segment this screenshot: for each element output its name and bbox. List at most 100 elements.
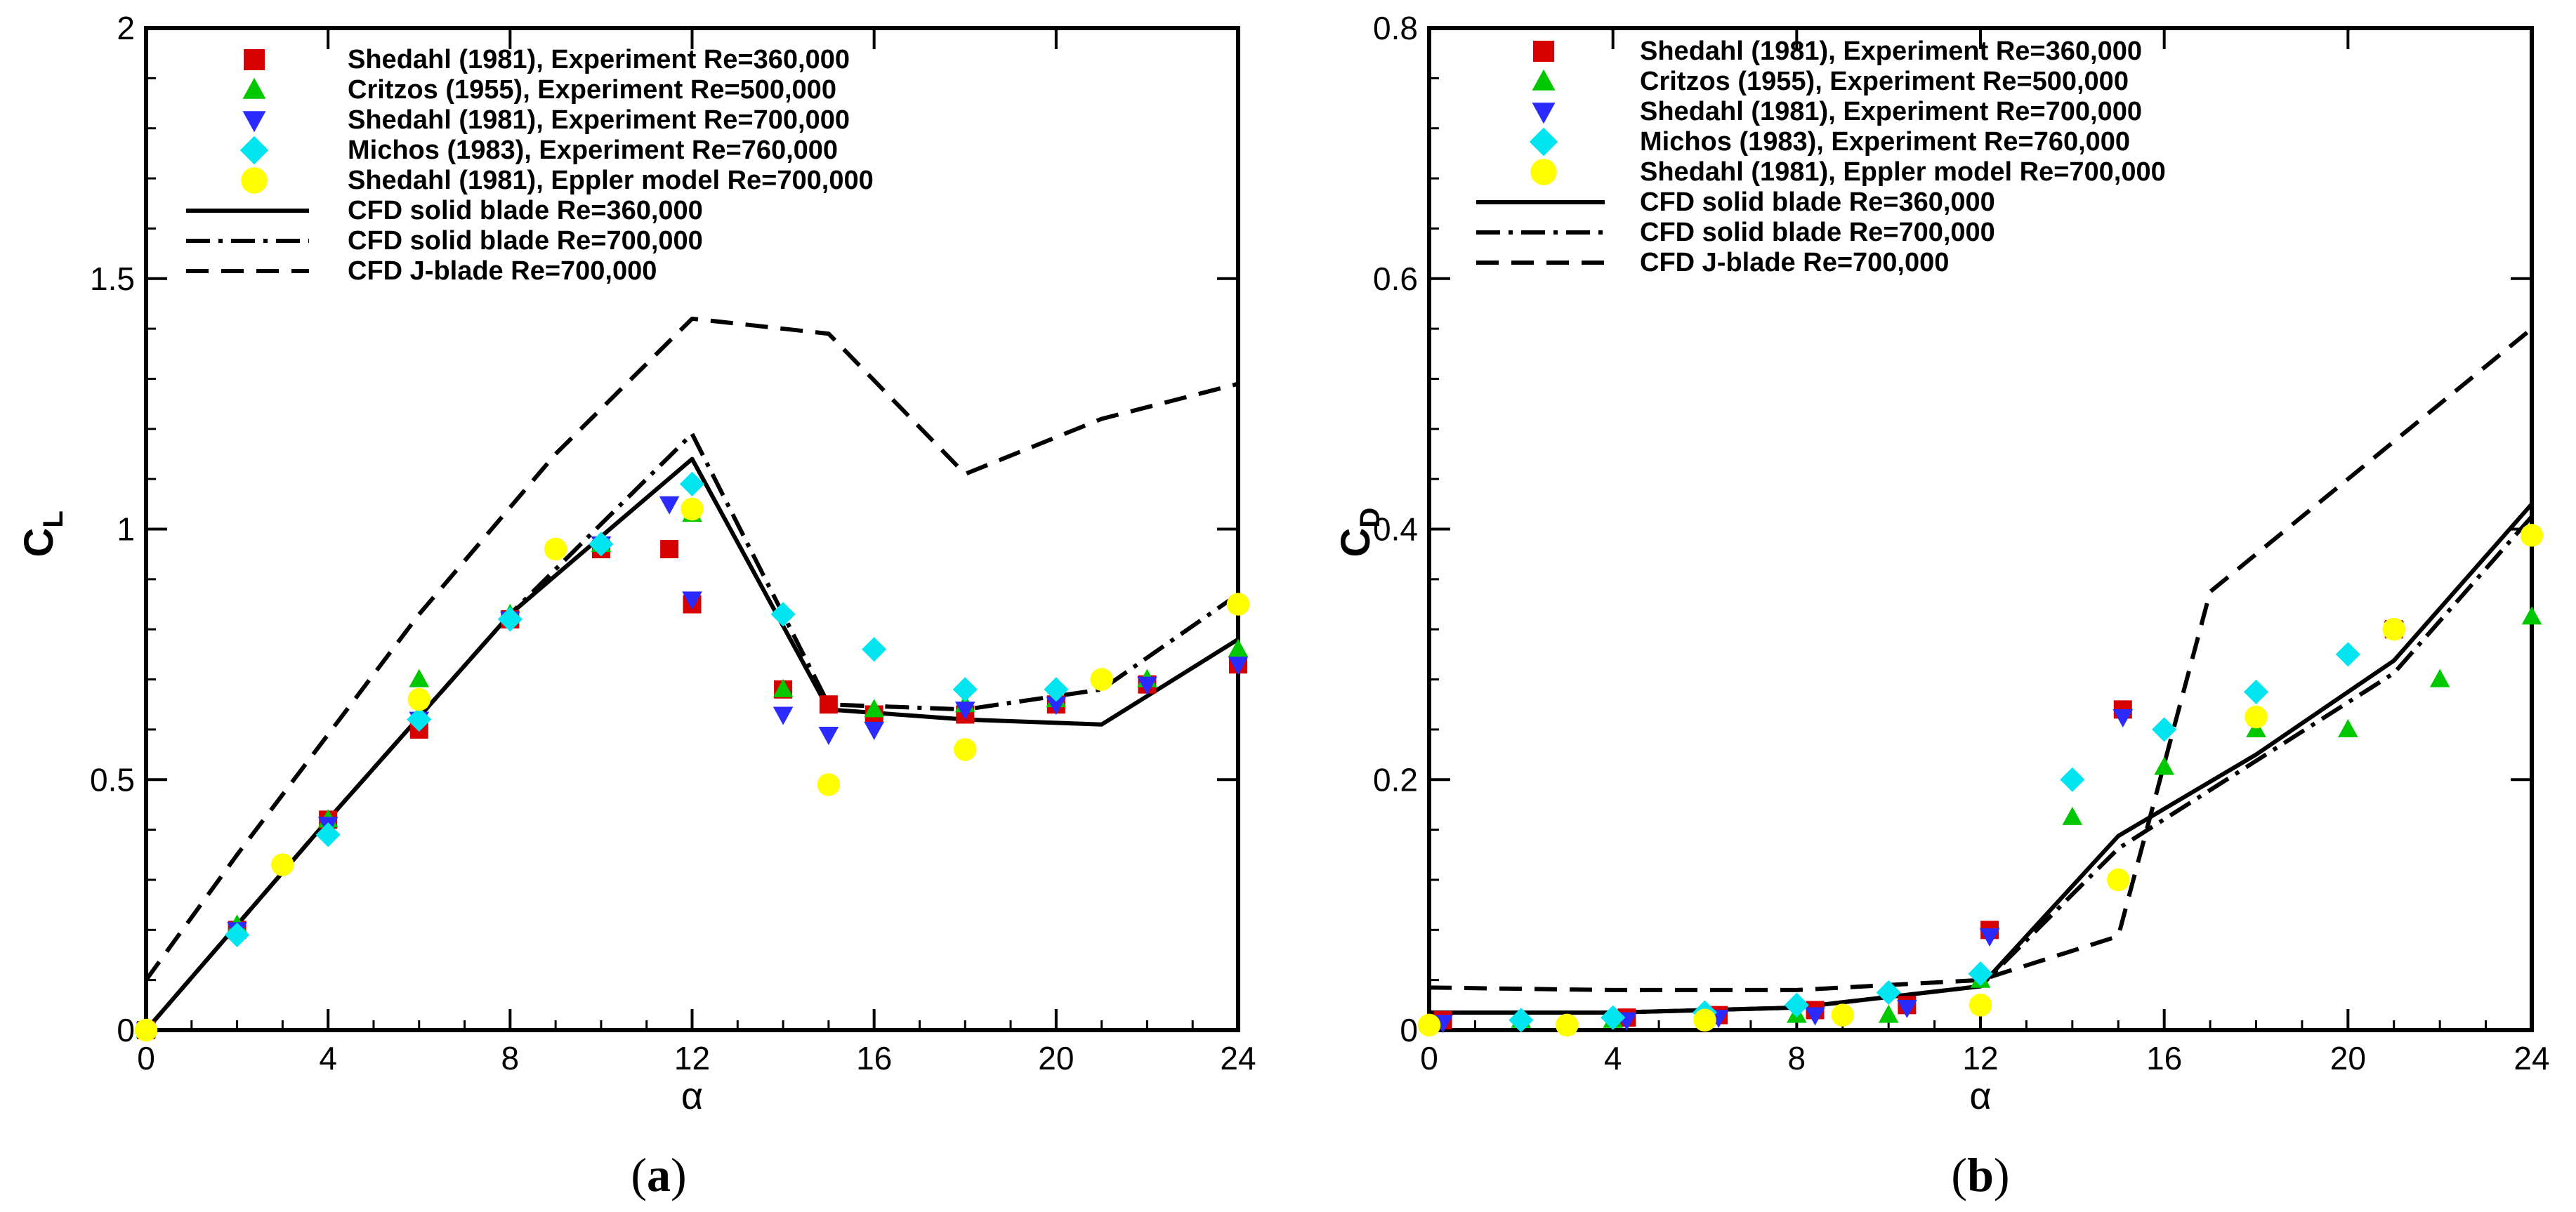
a-data-point-diamond xyxy=(225,922,250,947)
a-y-tick-label: 1 xyxy=(117,511,135,548)
b-x-tick-label: 24 xyxy=(2513,1040,2549,1076)
a-y-axis-label-main: C xyxy=(16,528,62,558)
a-legend-marker-triangle-down xyxy=(242,111,266,133)
b-legend-label: Michos (1983), Experiment Re=760,000 xyxy=(1640,127,2130,157)
a-data-point-diamond xyxy=(589,532,614,557)
a-data-point-diamond xyxy=(315,822,341,848)
a-y-tick-label: 0 xyxy=(117,1012,135,1048)
b-data-point-diamond xyxy=(1876,980,1901,1006)
a-data-point-square xyxy=(660,540,679,559)
b-data-point-triangle-down xyxy=(1897,999,1917,1018)
a-data-point-diamond xyxy=(407,707,432,732)
a-x-tick-label: 16 xyxy=(856,1040,892,1076)
b-x-axis-label: α xyxy=(1969,1075,1991,1117)
b-data-point-diamond xyxy=(1784,992,1809,1017)
b-x-tick-label: 0 xyxy=(1420,1040,1438,1076)
a-cfd-line-solid xyxy=(144,456,1240,1032)
b-y-tick-label: 0.6 xyxy=(1373,261,1418,297)
a-caption-open: ( xyxy=(631,1148,647,1201)
b-data-point-triangle-down xyxy=(1979,928,2000,947)
b-data-point-circle xyxy=(1969,994,1992,1017)
a-data-point-circle xyxy=(954,738,977,761)
a-data-point-diamond xyxy=(770,602,796,627)
b-caption: (b) xyxy=(1951,1148,2009,1201)
b-x-tick-label: 20 xyxy=(2330,1040,2366,1076)
b-data-point-circle xyxy=(2107,868,2130,892)
b-cfd-line-solid xyxy=(1429,502,2534,1015)
b-data-point-triangle-up xyxy=(2338,718,2358,737)
a-data-point-triangle-down xyxy=(682,591,702,610)
b-cfd-line-dashdot xyxy=(1429,515,2534,1015)
a-legend-marker-square xyxy=(244,49,265,70)
a-data-point-triangle-down xyxy=(864,721,884,740)
a-data-point-circle xyxy=(817,773,841,796)
b-data-point-diamond xyxy=(1601,1005,1626,1030)
a-caption: (a) xyxy=(631,1148,686,1201)
a-legend-label: CFD solid blade Re=360,000 xyxy=(348,196,703,225)
b-data-point-circle xyxy=(1693,1008,1716,1032)
b-data-point-circle xyxy=(2520,524,2544,547)
a-caption-close: ) xyxy=(671,1148,687,1201)
a-cfd-line-dashed xyxy=(144,316,1239,982)
b-data-point-circle xyxy=(1556,1013,1579,1037)
a-data-point-diamond xyxy=(497,607,523,632)
a-legend-marker-circle xyxy=(241,167,268,194)
a-legend-label: Michos (1983), Experiment Re=760,000 xyxy=(348,136,838,165)
b-data-point-triangle-down xyxy=(2112,709,2134,728)
b-legend-marker-triangle-down xyxy=(1532,103,1556,124)
b-y-axis-label: CD xyxy=(1333,508,1386,558)
a-y-tick-label: 1.5 xyxy=(90,261,135,297)
a-x-tick-label: 0 xyxy=(137,1040,155,1076)
a-x-tick-label: 24 xyxy=(1220,1040,1256,1076)
b-y-axis-label-main: C xyxy=(1333,528,1379,558)
b-data-point-diamond xyxy=(2060,767,2085,792)
a-data-point-circle xyxy=(134,1018,158,1042)
b-caption-open: ( xyxy=(1951,1148,1967,1201)
b-legend-marker-triangle-up xyxy=(1532,69,1556,91)
b-data-point-diamond xyxy=(1509,1008,1534,1033)
a-data-point-diamond xyxy=(679,471,705,496)
a-x-axis-label: α xyxy=(681,1075,703,1117)
panel-b-cd-chart: 0 4 8 12 16 20 24 0 0.2 0.4 0.6 0.8 α CD Shedahl (1981… xyxy=(1333,10,2550,1201)
a-data-point-triangle-up xyxy=(1228,638,1249,657)
a-data-point-triangle-down xyxy=(1137,676,1157,695)
a-data-point-circle xyxy=(407,687,431,711)
b-y-tick-label: 0.8 xyxy=(1373,10,1418,46)
b-legend-marker-diamond xyxy=(1529,127,1558,157)
a-data-point-circle xyxy=(271,853,294,876)
a-data-point-square xyxy=(819,695,838,714)
b-legend-label: CFD solid blade Re=360,000 xyxy=(1640,187,1995,217)
a-y-tick-label: 0.5 xyxy=(90,761,135,798)
b-y-axis-label-sub: D xyxy=(1355,508,1386,528)
a-legend-label: CFD solid blade Re=700,000 xyxy=(348,226,703,256)
b-caption-letter: b xyxy=(1967,1148,1994,1201)
b-legend-label: Shedahl (1981), Experiment Re=360,000 xyxy=(1640,37,2142,66)
a-legend-marker-diamond xyxy=(239,136,269,165)
b-data-point-circle xyxy=(2382,617,2405,641)
b-data-point-diamond xyxy=(1968,961,1993,987)
b-legend-label: CFD solid blade Re=700,000 xyxy=(1640,218,1995,247)
b-data-point-triangle-up xyxy=(2521,606,2542,625)
b-legend-label: Shedahl (1981), Eppler model Re=700,000 xyxy=(1640,157,2166,187)
a-data-point-triangle-up xyxy=(773,678,794,697)
a-data-point-triangle-down xyxy=(659,496,680,515)
b-x-tick-label: 16 xyxy=(2146,1040,2182,1076)
b-legend-label: Shedahl (1981), Experiment Re=700,000 xyxy=(1640,97,2142,126)
b-data-point-diamond xyxy=(2152,717,2177,742)
a-legend-label: Shedahl (1981), Eppler model Re=700,000 xyxy=(348,166,874,195)
a-y-tick-label: 2 xyxy=(117,10,135,46)
a-legend-label: Shedahl (1981), Experiment Re=700,000 xyxy=(348,105,850,135)
a-data-point-triangle-up xyxy=(864,699,884,718)
b-y-tick-label: 0.2 xyxy=(1373,761,1418,798)
a-data-point-circle xyxy=(1090,668,1113,691)
a-data-point-triangle-down xyxy=(818,726,839,745)
b-data-point-circle xyxy=(2245,705,2268,729)
b-data-point-triangle-down xyxy=(1805,1007,1825,1026)
a-data-point-triangle-down xyxy=(954,701,975,720)
a-x-tick-label: 20 xyxy=(1038,1040,1074,1076)
a-y-axis-label-sub: L xyxy=(38,511,69,527)
a-legend-label: Shedahl (1981), Experiment Re=360,000 xyxy=(348,45,850,74)
a-legend-label: Critzos (1955), Experiment Re=500,000 xyxy=(348,75,836,105)
a-x-tick-label: 8 xyxy=(501,1040,520,1076)
